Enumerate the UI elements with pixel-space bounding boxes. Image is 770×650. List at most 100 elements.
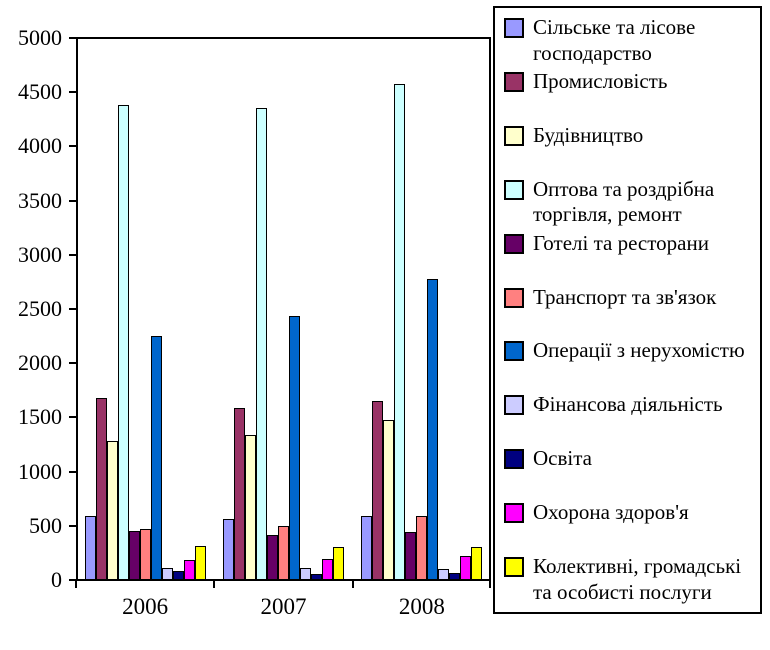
bar-2007-series-2 bbox=[244, 435, 256, 579]
bar-2007-series-6 bbox=[288, 316, 300, 579]
bar-2008-series-6 bbox=[427, 279, 439, 579]
legend-label: Охорона здоров'я bbox=[533, 500, 689, 525]
y-axis-tick bbox=[69, 199, 76, 202]
bar-2008-series-7 bbox=[438, 569, 450, 579]
legend-item-1: Промисловість bbox=[504, 69, 756, 123]
legend-swatch-icon bbox=[504, 557, 524, 578]
x-axis-label: 2007 bbox=[260, 594, 307, 619]
bar-2007-series-10 bbox=[332, 547, 344, 579]
bar-2006-series-2 bbox=[106, 441, 118, 579]
legend-label: Транспорт та зв'язок bbox=[533, 284, 717, 309]
bar-2008-series-4 bbox=[405, 532, 417, 579]
legend-label: Оптова та роздрібна торгівля, ремонт bbox=[533, 176, 715, 227]
legend-swatch-icon bbox=[504, 287, 524, 308]
bar-2006-series-4 bbox=[128, 531, 140, 579]
y-axis-tick bbox=[69, 362, 76, 365]
legend-item-2: Будівництво bbox=[504, 123, 756, 177]
legend-item-3: Оптова та роздрібна торгівля, ремонт bbox=[504, 177, 756, 231]
legend-label: Сільське та лісове господарство bbox=[533, 15, 696, 65]
bar-2008-series-0 bbox=[361, 516, 373, 579]
legend-swatch-icon bbox=[504, 179, 524, 200]
legend-swatch-icon bbox=[504, 71, 524, 92]
legend-label: Промисловість bbox=[533, 68, 668, 93]
plot-area bbox=[76, 37, 491, 581]
y-axis-tick bbox=[69, 416, 76, 419]
legend-item-6: Операції з нерухомістю bbox=[504, 338, 756, 392]
bar-2006-series-6 bbox=[150, 336, 162, 579]
y-axis-tick-label: 4000 bbox=[18, 133, 62, 159]
bar-2007-series-4 bbox=[266, 535, 278, 579]
bar-group-2006 bbox=[76, 37, 214, 579]
y-axis-tick bbox=[69, 253, 76, 256]
x-axis-tick bbox=[351, 581, 354, 588]
bar-group-2007 bbox=[214, 37, 352, 579]
bar-group-2008 bbox=[353, 37, 491, 579]
x-axis-tick bbox=[213, 581, 216, 588]
bar-2007-series-1 bbox=[233, 408, 245, 579]
legend-label: Будівництво bbox=[533, 122, 644, 147]
y-axis-tick-label: 500 bbox=[29, 512, 62, 538]
bar-2006-series-1 bbox=[95, 398, 107, 579]
bar-2006-series-3 bbox=[117, 105, 129, 579]
bar-2006-series-5 bbox=[139, 529, 151, 579]
bar-2007-series-8 bbox=[310, 574, 322, 579]
legend-label: Готелі та ресторани bbox=[533, 230, 709, 255]
y-axis-tick bbox=[69, 91, 76, 94]
bar-2008-series-5 bbox=[416, 516, 428, 579]
legend-swatch-icon bbox=[504, 18, 524, 38]
y-axis-tick bbox=[69, 524, 76, 527]
bar-2007-series-3 bbox=[255, 108, 267, 579]
y-axis-tick bbox=[69, 579, 76, 581]
y-axis-tick-label: 3000 bbox=[18, 241, 62, 267]
bar-2006-series-7 bbox=[161, 568, 173, 579]
bar-2008-series-10 bbox=[471, 547, 483, 579]
legend-item-0: Сільське та лісове господарство bbox=[504, 15, 756, 69]
y-axis-tick-label: 1500 bbox=[18, 404, 62, 430]
x-axis-tick bbox=[75, 581, 77, 588]
legend-item-7: Фінансова діяльність bbox=[504, 392, 756, 446]
y-axis-tick-label: 4500 bbox=[18, 79, 62, 105]
legend-label: Операції з нерухомістю bbox=[533, 338, 745, 363]
y-axis-tick-label: 2000 bbox=[18, 350, 62, 376]
bar-2007-series-5 bbox=[277, 526, 289, 579]
bar-2006-series-9 bbox=[183, 560, 195, 579]
bar-2007-series-9 bbox=[321, 559, 333, 579]
bar-2008-series-2 bbox=[383, 420, 395, 579]
legend-item-5: Транспорт та зв'язок bbox=[504, 285, 756, 339]
bar-2006-series-10 bbox=[194, 546, 206, 579]
legend-swatch-icon bbox=[504, 341, 524, 362]
legend-label: Освіта bbox=[533, 446, 592, 471]
y-axis-tick bbox=[69, 308, 76, 310]
bar-2007-series-0 bbox=[222, 519, 234, 579]
x-axis-label: 2006 bbox=[122, 594, 169, 619]
legend-swatch-icon bbox=[504, 395, 524, 416]
y-axis-tick-label: 3500 bbox=[18, 187, 62, 213]
bar-2008-series-3 bbox=[394, 84, 406, 579]
bar-2006-series-8 bbox=[172, 571, 184, 579]
y-axis-tick bbox=[69, 470, 76, 473]
chart-legend: Сільське та лісове господарство Промислов… bbox=[493, 6, 762, 614]
x-axis-label: 2008 bbox=[398, 594, 445, 619]
y-axis-tick bbox=[69, 37, 76, 39]
legend-swatch-icon bbox=[504, 449, 524, 470]
y-axis-tick-label: 2500 bbox=[18, 296, 62, 321]
bar-2008-series-1 bbox=[372, 401, 384, 579]
y-axis-tick-label: 0 bbox=[51, 567, 62, 592]
legend-label: Колективні, громадські та особисті послу… bbox=[533, 554, 742, 604]
legend-item-9: Охорона здоров'я bbox=[504, 500, 756, 554]
y-axis-tick bbox=[69, 145, 76, 148]
legend-item-10: Колективні, громадські та особисті послу… bbox=[504, 554, 756, 608]
legend-item-8: Освіта bbox=[504, 446, 756, 500]
y-axis-tick-label: 5000 bbox=[18, 25, 62, 50]
bar-2008-series-9 bbox=[460, 556, 472, 579]
legend-item-4: Готелі та ресторани bbox=[504, 231, 756, 285]
bar-2006-series-0 bbox=[84, 516, 96, 579]
y-axis-tick-label: 1000 bbox=[18, 458, 62, 484]
x-axis-tick bbox=[489, 581, 491, 588]
legend-swatch-icon bbox=[504, 233, 524, 254]
legend-swatch-icon bbox=[504, 503, 524, 524]
legend-label: Фінансова діяльність bbox=[533, 392, 723, 417]
bar-2008-series-8 bbox=[449, 573, 461, 579]
bar-2007-series-7 bbox=[299, 568, 311, 579]
legend-swatch-icon bbox=[504, 125, 524, 146]
